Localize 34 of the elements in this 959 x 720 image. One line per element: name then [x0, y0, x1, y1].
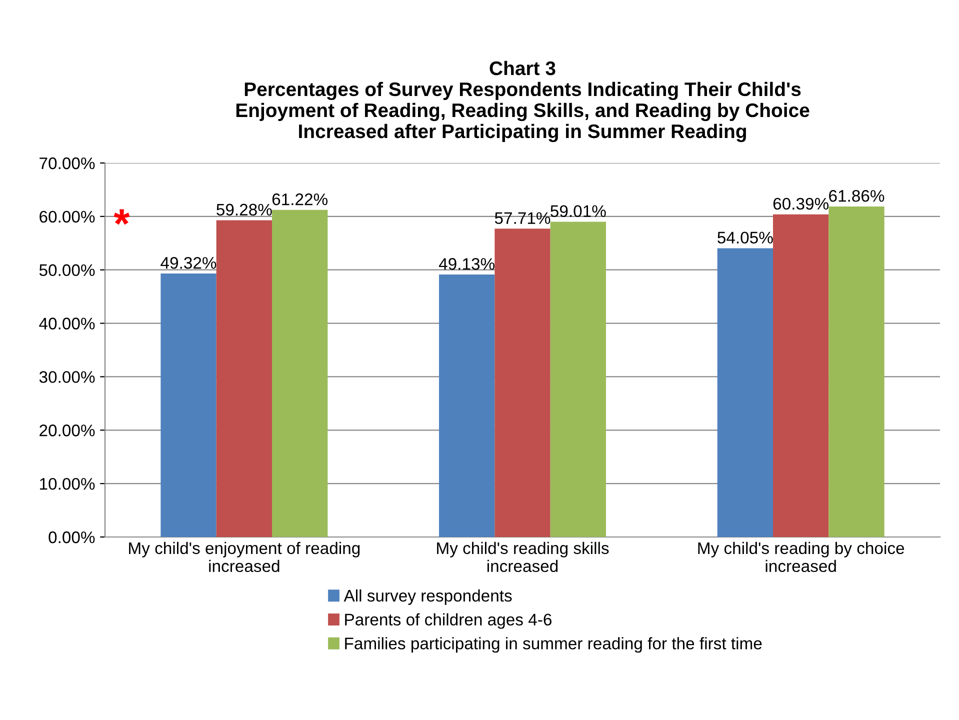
- data-label: 49.13%: [438, 258, 495, 270]
- legend-label: All survey respondents: [344, 589, 512, 605]
- legend-label: Families participating in summer reading for the first time: [345, 637, 762, 653]
- y-tick-label: 50.00%: [39, 264, 95, 276]
- data-label: 57.71%: [494, 212, 550, 224]
- data-label: 59.01%: [550, 205, 606, 218]
- data-label: 61.22%: [272, 193, 328, 206]
- y-tick-label: 0.00%: [48, 531, 95, 544]
- x-tick-label: My child's enjoyment of reading increased: [129, 542, 360, 572]
- y-tick-label: 10.00%: [40, 478, 95, 490]
- bar: [272, 210, 328, 537]
- y-tick-label: 40.00%: [39, 318, 95, 330]
- bar: [550, 222, 606, 537]
- annotation: *: [114, 209, 130, 225]
- bar: [773, 214, 829, 537]
- y-tick-label: 60.00%: [40, 210, 95, 223]
- bar: [160, 273, 216, 537]
- x-tick-label: My child's reading skills increased: [437, 542, 609, 572]
- data-label: 54.05%: [718, 232, 773, 244]
- bar: [828, 206, 884, 537]
- legend-label: Parents of children ages 4-6: [345, 613, 552, 629]
- y-tick-label: 70.00%: [40, 157, 95, 170]
- data-label: 49.32%: [160, 257, 216, 269]
- x-tick-label: My child's reading by choice increased: [698, 542, 904, 572]
- data-label: 59.28%: [216, 204, 272, 216]
- chart-title: Chart 3 Percentages of Survey Respondents Indicating Their Child's Enjoyment of Reading, Reading Skills, and Reading by Choice Increased after Participating in Summer Reading: [236, 60, 810, 142]
- bar: [494, 228, 550, 537]
- data-label: 60.39%: [773, 198, 829, 210]
- bar: [439, 274, 495, 537]
- y-tick-label: 20.00%: [40, 424, 95, 436]
- bar: [216, 220, 272, 537]
- y-tick-label: 30.00%: [39, 371, 95, 383]
- data-label: 61.86%: [829, 190, 884, 202]
- bar: [717, 248, 773, 537]
